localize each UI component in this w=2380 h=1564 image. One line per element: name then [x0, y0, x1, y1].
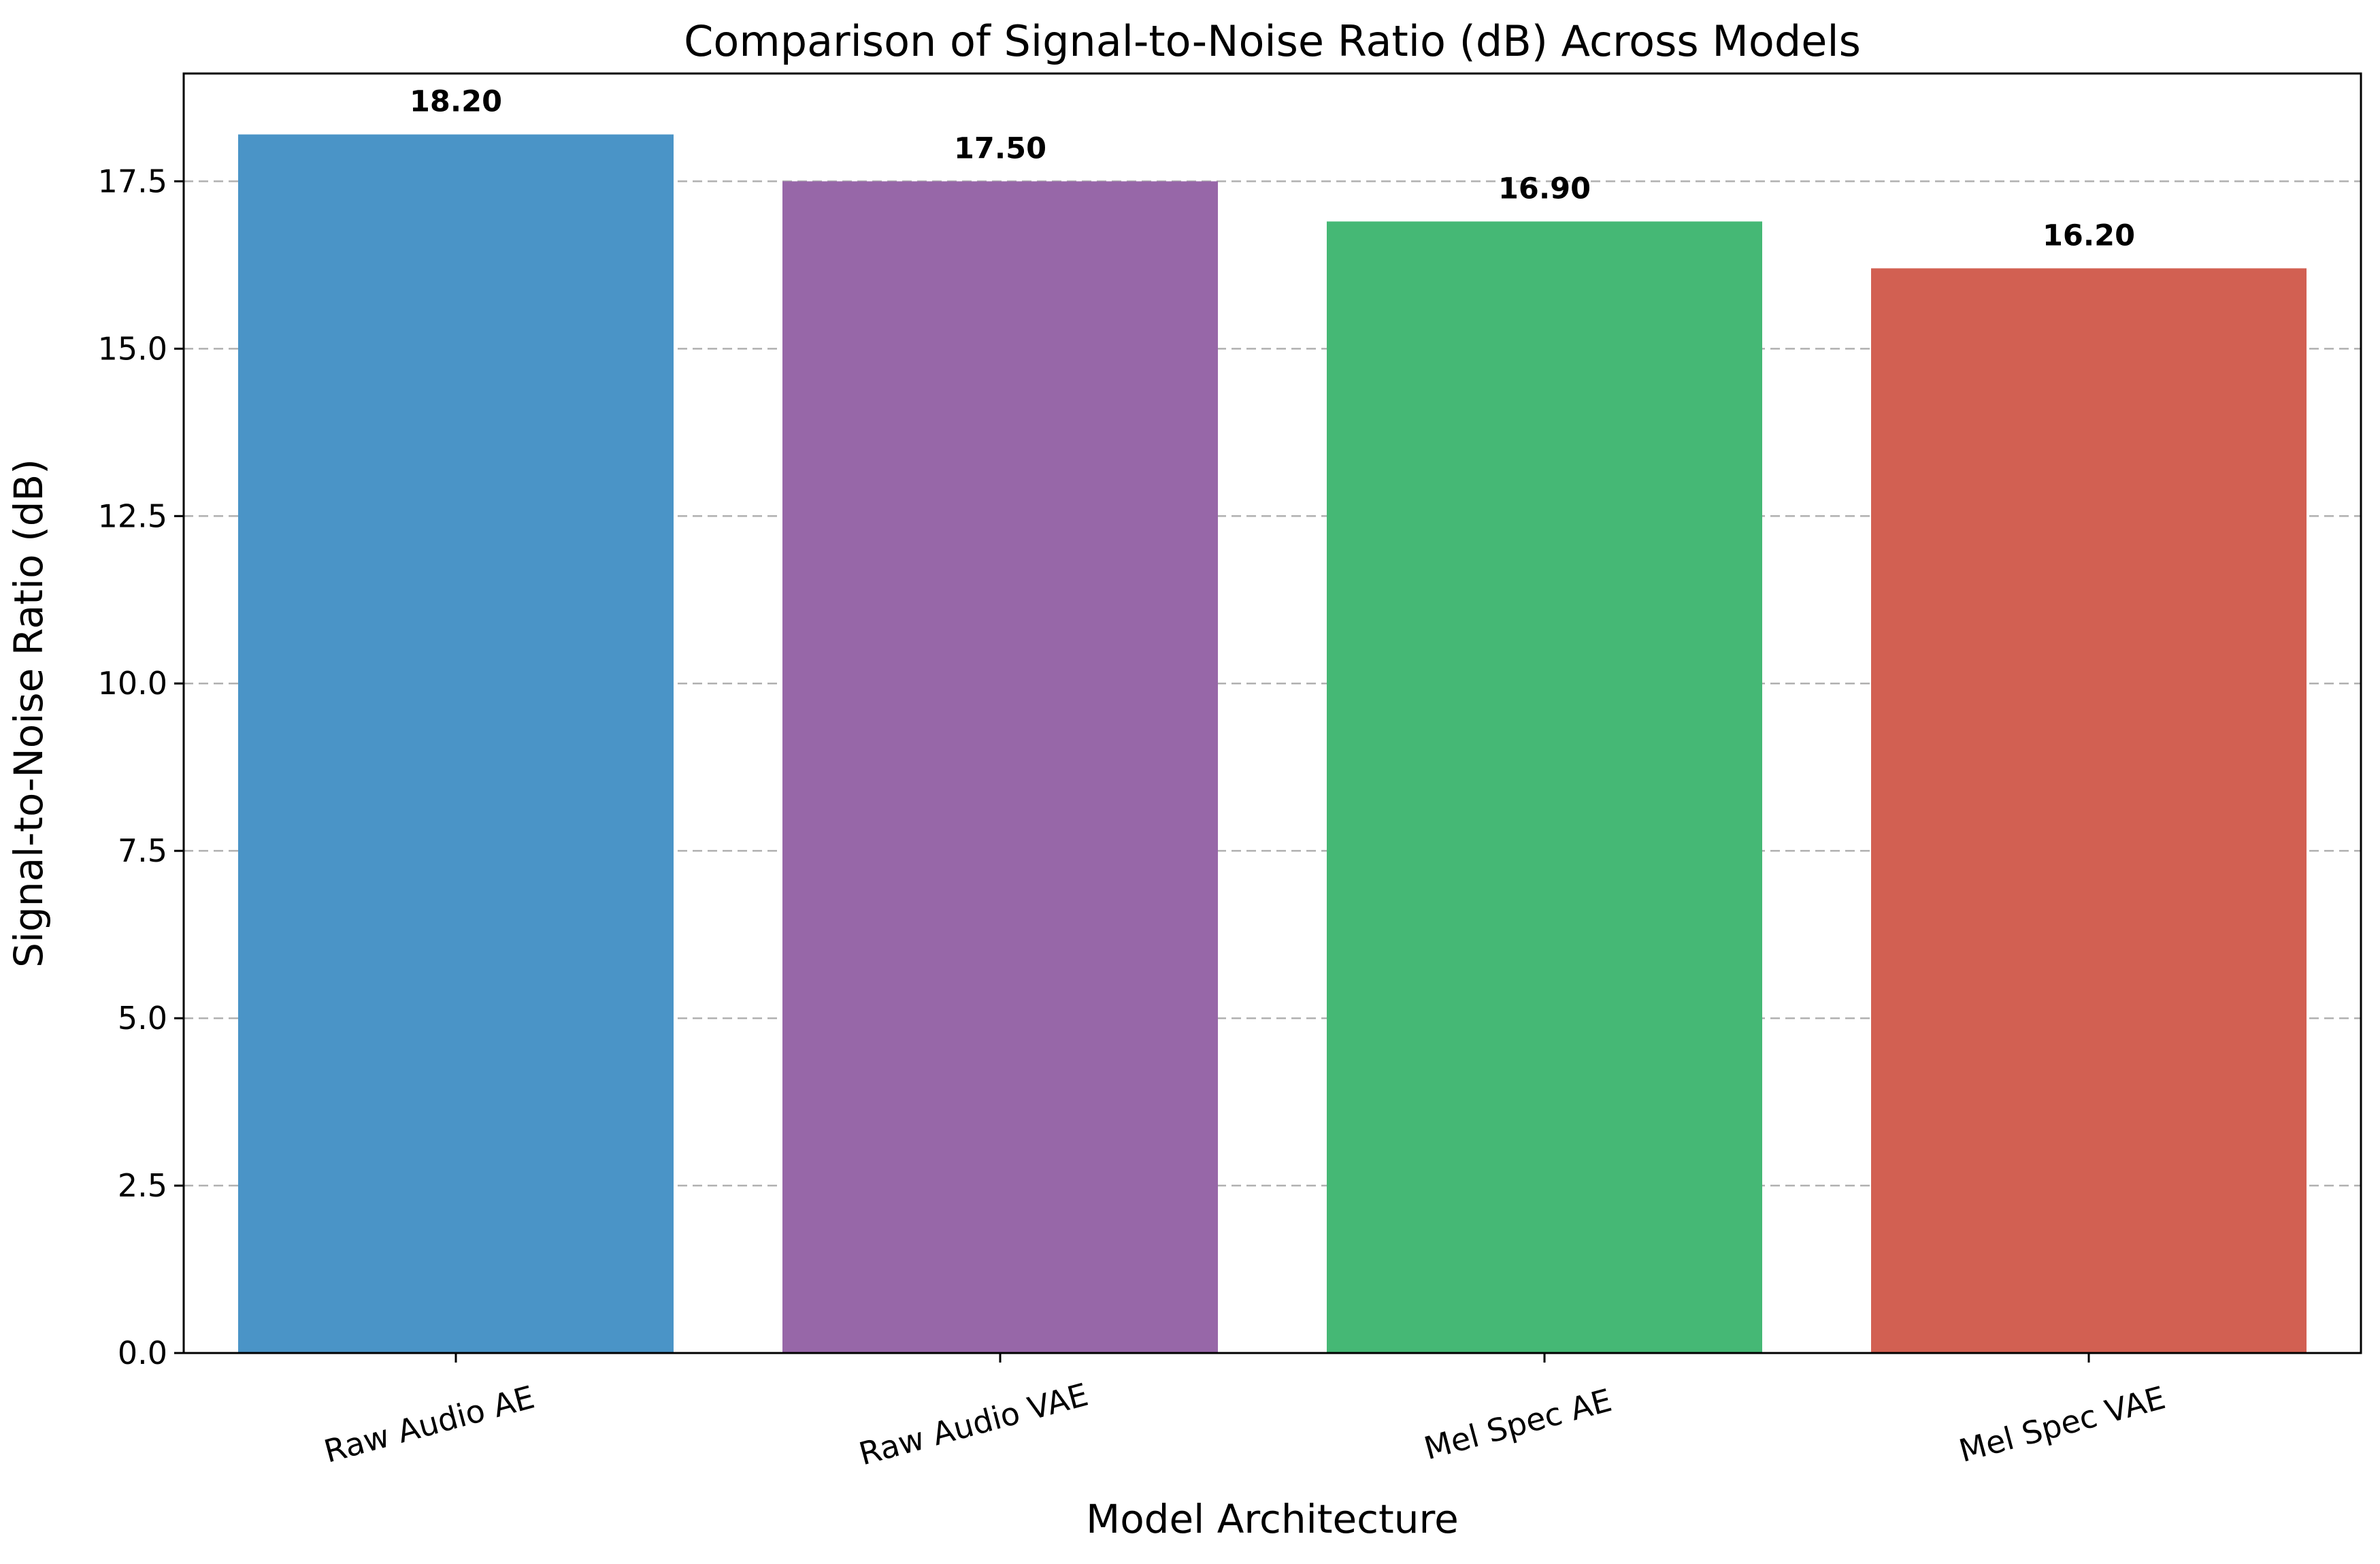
y-axis-label: Signal-to-Noise Ratio (dB) [5, 459, 52, 968]
chart-title: Comparison of Signal-to-Noise Ratio (dB)… [684, 16, 1861, 66]
bar [238, 134, 674, 1353]
y-tick-label: 10.0 [98, 665, 167, 702]
bars [238, 134, 2307, 1354]
bar [1327, 221, 1762, 1353]
plot-area-frame [182, 72, 2362, 1354]
bar-value-label: 16.90 [1498, 172, 1591, 206]
bar-value-label: 18.20 [410, 85, 502, 119]
y-axis-ticks: 0.0 2.5 5.0 7.5 10.0 12.5 15.0 17.5 [98, 163, 184, 1371]
bar [1871, 268, 2307, 1354]
bar-value-label: 16.20 [2043, 218, 2135, 252]
y-tick-label: 0.0 [118, 1335, 167, 1371]
bar [782, 181, 1218, 1353]
y-tick-label: 17.5 [98, 163, 167, 199]
y-tick-label: 7.5 [118, 832, 167, 869]
value-labels: 18.20 17.50 16.90 16.20 [410, 85, 2135, 253]
x-axis-label: Model Architecture [1086, 1496, 1459, 1542]
bar-value-label: 17.50 [954, 131, 1046, 165]
y-tick-label: 5.0 [118, 1000, 167, 1037]
y-tick-label: 15.0 [98, 330, 167, 367]
y-tick-label: 2.5 [118, 1167, 167, 1204]
y-tick-label: 12.5 [98, 498, 167, 534]
